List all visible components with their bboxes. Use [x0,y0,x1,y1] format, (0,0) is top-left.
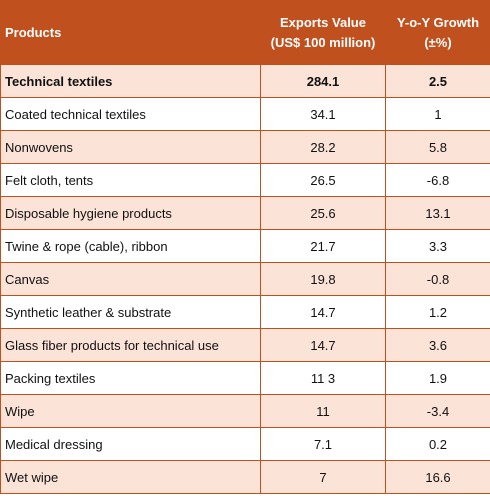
cell-exports: 19.8 [260,262,386,296]
cell-exports: 14.7 [260,328,386,362]
cell-growth: 2.5 [385,64,490,98]
cell-exports: 26.5 [260,163,386,197]
table-row: Packing textiles 11 3 1.9 [0,361,490,395]
cell-product: Canvas [0,262,261,296]
cell-product: Wipe [0,394,261,428]
cell-exports: 11 [260,394,386,428]
cell-product: Medical dressing [0,427,261,461]
cell-exports: 7 [260,460,386,494]
header-growth-line1: Y-o-Y Growth [396,14,480,30]
cell-growth: 1.9 [385,361,490,395]
cell-exports: 21.7 [260,229,386,263]
table-row: Wipe 11 -3.4 [0,394,490,428]
cell-exports: 7.1 [260,427,386,461]
cell-product: Glass fiber products for technical use [0,328,261,362]
cell-product: Wet wipe [0,460,261,494]
cell-growth: 5.8 [385,130,490,164]
table-row: Wet wipe 7 16.6 [0,460,490,494]
table-row: Canvas 19.8 -0.8 [0,262,490,296]
header-products: Products [0,0,261,65]
header-exports-line2: (US$ 100 million) [270,34,376,50]
cell-product: Technical textiles [0,64,261,98]
cell-growth: 16.6 [385,460,490,494]
table-body: Technical textiles 284.1 2.5 Coated tech… [0,64,490,494]
cell-growth: 1.2 [385,295,490,329]
header-yoy-growth: Y-o-Y Growth (±%) [385,0,490,65]
cell-product: Coated technical textiles [0,97,261,131]
cell-product: Disposable hygiene products [0,196,261,230]
table-row: Nonwovens 28.2 5.8 [0,130,490,164]
cell-exports: 28.2 [260,130,386,164]
cell-exports: 11 3 [260,361,386,395]
cell-product: Packing textiles [0,361,261,395]
cell-growth: 3.3 [385,229,490,263]
cell-growth: -6.8 [385,163,490,197]
table-row: Felt cloth, tents 26.5 -6.8 [0,163,490,197]
cell-exports: 34.1 [260,97,386,131]
cell-product: Nonwovens [0,130,261,164]
header-exports-line1: Exports Value [280,14,366,30]
header-growth-line2: (±%) [424,34,452,50]
table-row: Synthetic leather & substrate 14.7 1.2 [0,295,490,329]
cell-growth: -0.8 [385,262,490,296]
cell-growth: 0.2 [385,427,490,461]
cell-growth: 1 [385,97,490,131]
cell-product: Felt cloth, tents [0,163,261,197]
table-row: Twine & rope (cable), ribbon 21.7 3.3 [0,229,490,263]
table-row: Disposable hygiene products 25.6 13.1 [0,196,490,230]
cell-exports: 25.6 [260,196,386,230]
cell-product: Synthetic leather & substrate [0,295,261,329]
cell-growth: 13.1 [385,196,490,230]
cell-growth: 3.6 [385,328,490,362]
cell-growth: -3.4 [385,394,490,428]
header-row: Products Exports Value (US$ 100 million)… [0,0,490,65]
table-row: Medical dressing 7.1 0.2 [0,427,490,461]
header-exports-value: Exports Value (US$ 100 million) [260,0,386,65]
cell-product: Twine & rope (cable), ribbon [0,229,261,263]
table-row: Glass fiber products for technical use 1… [0,328,490,362]
table-row: Coated technical textiles 34.1 1 [0,97,490,131]
table-row-technical-textiles: Technical textiles 284.1 2.5 [0,64,490,98]
table-header: Products Exports Value (US$ 100 million)… [0,0,490,65]
cell-exports: 284.1 [260,64,386,98]
cell-exports: 14.7 [260,295,386,329]
